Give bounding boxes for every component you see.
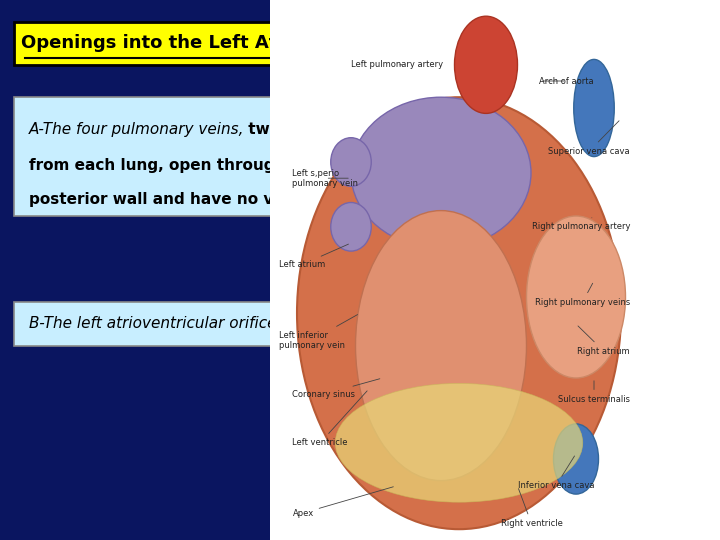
Text: Sulcus terminalis: Sulcus terminalis	[558, 381, 630, 404]
Text: two: two	[243, 122, 281, 137]
Text: Left s,perio
pulmonary vein: Left s,perio pulmonary vein	[292, 168, 359, 188]
Ellipse shape	[526, 216, 626, 378]
Text: Coronary sinus: Coronary sinus	[292, 379, 380, 399]
Circle shape	[330, 202, 372, 251]
Text: Apex: Apex	[292, 487, 393, 517]
Text: Openings into the Left Atrium: Openings into the Left Atrium	[22, 34, 324, 52]
Text: Right pulmonary artery: Right pulmonary artery	[531, 218, 630, 231]
Circle shape	[330, 138, 372, 186]
Text: Left inferior
pulmonary vein: Left inferior pulmonary vein	[279, 315, 358, 350]
Text: B-The left atrioventricular orifice: B-The left atrioventricular orifice	[29, 316, 276, 332]
Text: Superior vena cava: Superior vena cava	[549, 121, 630, 156]
Ellipse shape	[454, 16, 518, 113]
Text: Arch of aorta: Arch of aorta	[539, 77, 594, 85]
FancyBboxPatch shape	[14, 97, 331, 216]
Text: A-The four pulmonary veins,: A-The four pulmonary veins,	[29, 122, 244, 137]
Text: Left ventricle: Left ventricle	[292, 391, 367, 447]
Text: posterior wall and have no valves.: posterior wall and have no valves.	[29, 192, 324, 207]
Text: Inferior vena cava: Inferior vena cava	[518, 456, 594, 490]
Text: Left atrium: Left atrium	[279, 244, 348, 269]
Ellipse shape	[356, 211, 526, 481]
FancyBboxPatch shape	[14, 302, 331, 346]
FancyBboxPatch shape	[14, 22, 331, 65]
Text: Right ventricle: Right ventricle	[500, 489, 562, 528]
Ellipse shape	[351, 97, 531, 248]
Text: Right pulmonary veins: Right pulmonary veins	[535, 284, 630, 307]
Ellipse shape	[297, 97, 621, 529]
Ellipse shape	[574, 59, 614, 157]
Ellipse shape	[554, 424, 598, 494]
Text: Right atrium: Right atrium	[577, 326, 630, 355]
Text: Left pulmonary artery: Left pulmonary artery	[351, 60, 443, 69]
Text: from each lung, open through the: from each lung, open through the	[29, 158, 319, 173]
Ellipse shape	[336, 383, 582, 502]
